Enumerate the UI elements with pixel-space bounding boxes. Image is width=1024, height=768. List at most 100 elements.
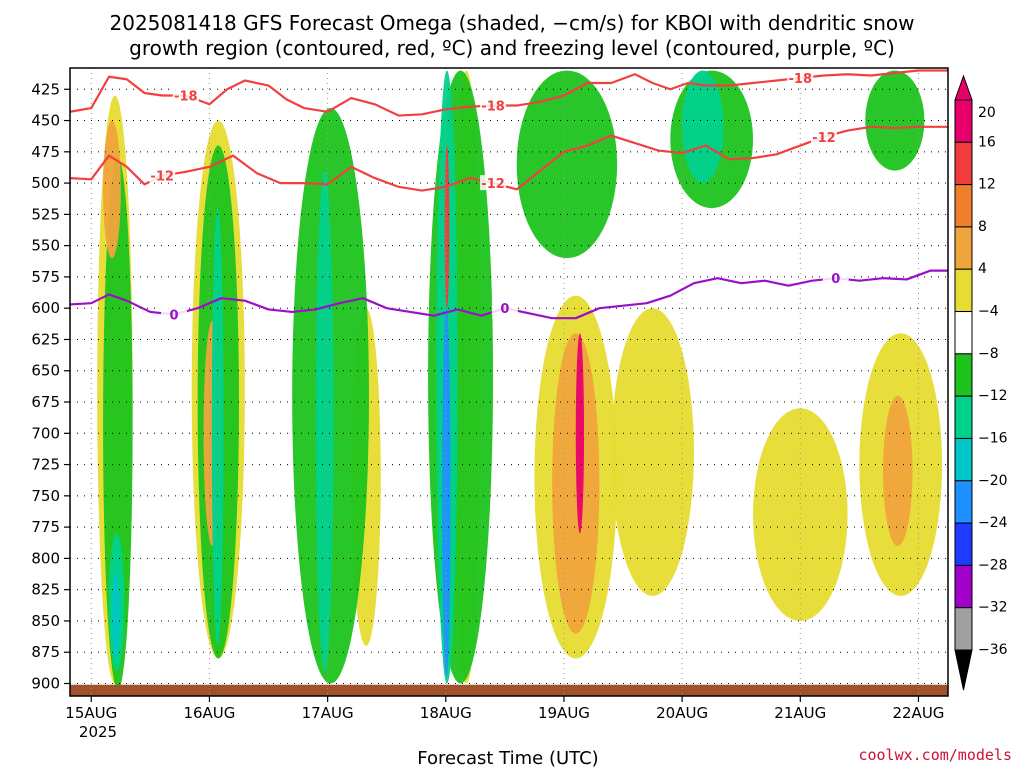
colorbar-tick-label-11: −28 (978, 557, 1008, 573)
y-tick-label-725: 725 (31, 456, 60, 474)
contour-label--12-1: -12 (481, 177, 505, 192)
colorbar-tick-label-5: −4 (978, 304, 999, 320)
y-tick-label-450: 450 (31, 112, 60, 130)
contour-label-bg--12-2 (810, 128, 837, 144)
omega-region-7 (753, 408, 848, 621)
omega-region-24 (112, 570, 120, 659)
contour-label-bg--18-2 (787, 70, 814, 86)
y-tick-label-500: 500 (31, 174, 60, 192)
y-tick-label-775: 775 (31, 518, 60, 536)
colorbar-swatch-12 (954, 607, 973, 651)
colorbar-bottom-arrow (954, 649, 973, 691)
colorbar-swatch-1 (954, 141, 973, 186)
y-tick-label-550: 550 (31, 237, 60, 255)
colorbar-tick-label-7: −12 (978, 388, 1008, 404)
y-tick-label-475: 475 (31, 143, 60, 161)
colorbar-swatch-10 (954, 522, 973, 566)
omega-region-8 (103, 158, 133, 690)
y-tick-label-625: 625 (31, 330, 60, 348)
y-tick-label-750: 750 (31, 487, 60, 505)
colorbar-swatch-7 (954, 395, 973, 439)
colorbar-swatch-2 (954, 184, 973, 228)
colorbar-tick-label-13: −36 (978, 642, 1008, 658)
colorbar-swatch-11 (954, 564, 973, 609)
contour-label--18-0: -18 (174, 90, 198, 105)
y-tick-label-525: 525 (31, 205, 60, 223)
y-axis-ticks: 425 450 475 500 525 550 575 600 625 650 675 700 725 7… (31, 80, 70, 692)
x-tick-label-17AUG: 17AUG (302, 704, 354, 722)
y-tick-label-825: 825 (31, 581, 60, 599)
colorbar-swatch-5 (954, 311, 973, 355)
contour-label-bg-0-1 (491, 300, 518, 316)
omega-region-17 (552, 333, 600, 634)
y-tick-label-800: 800 (31, 549, 60, 567)
colorbar-swatch-9 (954, 480, 973, 524)
y-tick-label-875: 875 (31, 643, 60, 661)
omega-region-21 (315, 170, 334, 671)
colorbar-swatch-8 (954, 437, 973, 482)
contour-label--12-0: -12 (150, 170, 174, 185)
omega-region-26 (442, 308, 451, 678)
x-tick-label-20AUG: 20AUG (656, 704, 708, 722)
contour-label-bg--12-0 (149, 167, 176, 183)
chart-title-line-2: growth region (contoured, red, ºC) and f… (129, 36, 895, 60)
omega-region-23 (682, 70, 724, 184)
x-axis-year-label: 2025 (79, 723, 117, 741)
colorbar-tick-label-8: −16 (978, 430, 1008, 446)
y-tick-label-675: 675 (31, 393, 60, 411)
contour-lines: -18 -18 -18 -12 -12 -12 0 0 0 (70, 69, 948, 323)
terrain-band (70, 684, 948, 696)
colorbar-tick-label-3: 8 (978, 219, 987, 235)
colorbar-tick-label-10: −24 (978, 515, 1008, 531)
omega-shading-layer (97, 70, 943, 690)
colorbar-tick-label-1: 16 (978, 134, 996, 150)
colorbar-tick-label-2: 12 (978, 177, 996, 193)
site-credit: coolwx.com/models (858, 746, 1012, 764)
x-axis-title: Forecast Time (UTC) (417, 748, 598, 768)
y-tick-label-600: 600 (31, 299, 60, 317)
colorbar-tick-label-9: −20 (978, 473, 1008, 489)
omega-region-12 (516, 70, 618, 259)
omega-region-18 (883, 395, 913, 546)
x-tick-label-18AUG: 18AUG (420, 704, 472, 722)
plot-frame (69, 67, 949, 697)
colorbar-swatch-0 (954, 99, 973, 143)
colorbar-tick-label-0: 20 (978, 105, 996, 121)
omega-region-27 (575, 333, 585, 534)
contour-label-bg--18-0 (172, 87, 199, 103)
contour-label-bg--12-1 (480, 175, 507, 191)
colorbar: 20 16 12 8 4 −4 −8 −12 −16 −20 −24 −28 −32 −36 (954, 74, 1008, 691)
contour-label-0-1: 0 (500, 302, 509, 317)
colorbar-tick-label-12: −32 (978, 600, 1008, 616)
contour-label-bg-0-2 (822, 270, 849, 286)
contour-label-0-0: 0 (169, 308, 178, 323)
contour-label-0-2: 0 (831, 272, 840, 287)
omega-region-20 (211, 208, 224, 646)
x-tick-label-22AUG: 22AUG (892, 704, 944, 722)
contour-label--18-2: -18 (789, 72, 813, 87)
colorbar-tick-label-4: 4 (978, 261, 987, 277)
omega-region-5 (611, 308, 694, 596)
contour-label-bg--18-1 (480, 97, 507, 113)
y-tick-label-425: 425 (31, 80, 60, 98)
contour-label--18-1: -18 (481, 100, 505, 115)
chart-title-line-1: 2025081418 GFS Forecast Omega (shaded, −… (110, 11, 915, 35)
x-tick-label-21AUG: 21AUG (774, 704, 826, 722)
terrain-surface (70, 684, 948, 696)
y-tick-label-900: 900 (31, 674, 60, 692)
y-tick-label-850: 850 (31, 612, 60, 630)
x-axis-ticks: 15AUG 16AUG 17AUG 18AUG 19AUG 20AUG 21AUG 22AUG (65, 696, 944, 722)
colorbar-top-arrow (954, 74, 973, 101)
plot-area: -18 -18 -18 -12 -12 -12 0 0 0 (70, 68, 948, 696)
y-tick-label-650: 650 (31, 362, 60, 380)
x-tick-label-15AUG: 15AUG (65, 704, 117, 722)
contour-label--12-2: -12 (812, 131, 836, 146)
omega-region-15 (103, 120, 121, 259)
y-tick-label-700: 700 (31, 424, 60, 442)
x-tick-label-16AUG: 16AUG (183, 704, 235, 722)
colorbar-swatch-4 (954, 268, 973, 313)
x-tick-label-19AUG: 19AUG (538, 704, 590, 722)
contour-label-bg-0-0 (160, 306, 187, 322)
omega-region-14 (865, 70, 925, 171)
